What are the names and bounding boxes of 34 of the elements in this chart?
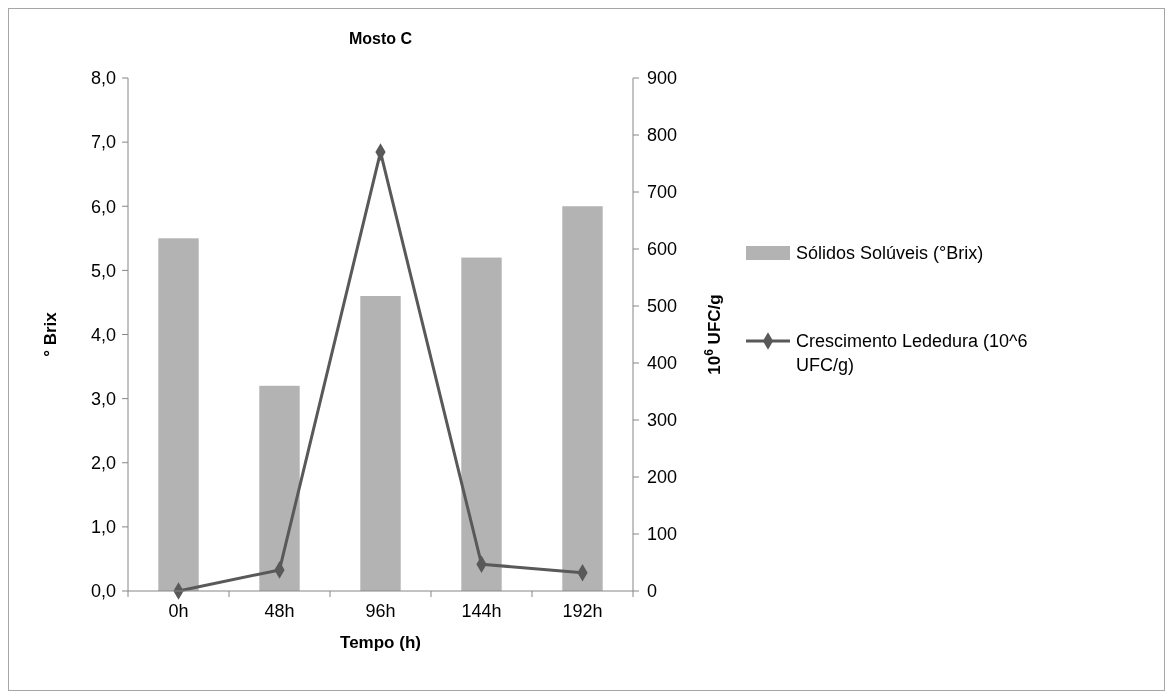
y2-tick-label: 100 — [647, 524, 678, 545]
x-tick-label: 0h — [168, 601, 189, 621]
y-tick-label: 2,0 — [90, 453, 116, 474]
y-tick-label: 5,0 — [90, 260, 116, 281]
y2-tick-label: 500 — [647, 296, 678, 317]
x-axis-title: Tempo (h) — [340, 633, 421, 652]
y-tick-label: 0,0 — [90, 581, 116, 602]
bar — [259, 385, 300, 591]
y2-tick-label: 400 — [647, 353, 678, 374]
y-axis-title: ° Brix — [41, 311, 60, 357]
x-tick-label: 48h — [264, 601, 295, 621]
chart-title: Mosto C — [348, 30, 413, 47]
x-tick-label: 144h — [461, 601, 502, 621]
y-tick-label: 8,0 — [90, 68, 116, 89]
y-tick-label: 7,0 — [90, 132, 116, 153]
y2-tick-label: 800 — [647, 125, 678, 146]
y-tick-label: 3,0 — [90, 388, 116, 409]
x-tick-label: 96h — [365, 601, 396, 621]
legend-label: Sólidos Solúveis (°Brix) — [796, 243, 984, 264]
y2-tick-label: 200 — [647, 467, 678, 488]
bar — [562, 206, 603, 591]
y2-tick-label: 0 — [647, 581, 658, 602]
y-tick-label: 1,0 — [90, 517, 116, 538]
bar — [158, 238, 199, 591]
y2-tick-label: 300 — [647, 410, 678, 431]
bar — [360, 296, 401, 591]
legend-label: Crescimento Lededura (10^6 UFC/g) — [796, 331, 1028, 375]
y2-tick-label: 900 — [647, 68, 678, 89]
y2-tick-label: 700 — [647, 182, 678, 203]
y-tick-label: 4,0 — [90, 324, 116, 345]
y2-tick-label: 600 — [647, 239, 678, 260]
bar — [461, 257, 502, 591]
x-tick-label: 192h — [562, 601, 603, 621]
y-tick-label: 6,0 — [90, 196, 116, 217]
